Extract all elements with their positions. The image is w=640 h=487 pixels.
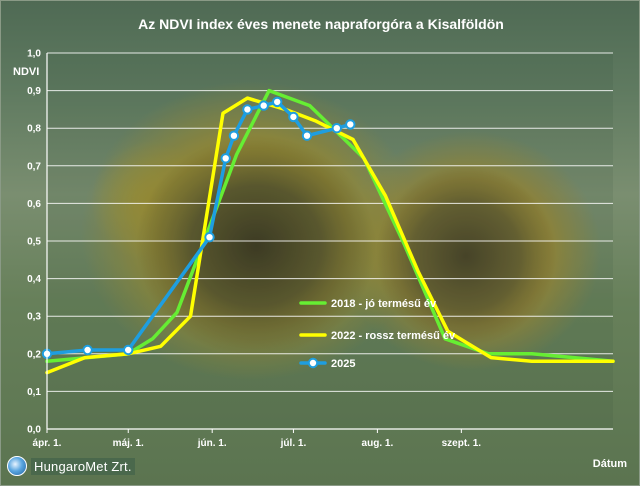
series-marker bbox=[258, 100, 269, 111]
x-tick-label: aug. 1. bbox=[362, 438, 394, 449]
series-marker bbox=[228, 130, 240, 141]
chart-title: Az NDVI index éves menete napraforgóra a… bbox=[138, 16, 504, 32]
y-tick-label: 1,0 bbox=[27, 49, 41, 60]
series-marker bbox=[82, 344, 93, 356]
series-marker bbox=[204, 232, 215, 243]
x-tick-label: jún. 1. bbox=[197, 438, 227, 449]
grid-lines bbox=[47, 52, 613, 392]
y-tick-label: 0,3 bbox=[27, 312, 41, 323]
series-marker bbox=[242, 104, 253, 115]
y-axis-title: NDVI bbox=[13, 66, 39, 78]
legend-label: 2018 - jó termésű év bbox=[331, 298, 437, 310]
series-marker bbox=[288, 111, 299, 123]
x-tick-labels: ápr. 1. máj. 1. jún. 1. júl. 1. aug. 1. szept… bbox=[33, 429, 482, 449]
series-line-2 bbox=[45, 96, 615, 375]
logo-text: HungaroMet Zrt. bbox=[31, 457, 135, 475]
legend-label: 2025 bbox=[331, 358, 355, 370]
series-marker bbox=[220, 153, 231, 164]
y-tick-label: 0,5 bbox=[27, 237, 41, 248]
series-marker bbox=[272, 96, 283, 108]
y-tick-label: 0,0 bbox=[27, 425, 41, 436]
series-marker bbox=[123, 344, 134, 356]
y-tick-label: 0,8 bbox=[27, 124, 41, 135]
y-tick-label: 0,9 bbox=[27, 86, 41, 97]
y-tick-label: 0,7 bbox=[27, 161, 41, 172]
x-tick-label: szept. 1. bbox=[442, 438, 482, 449]
series-marker bbox=[345, 119, 356, 130]
x-tick-label: ápr. 1. bbox=[33, 438, 62, 449]
series-markers bbox=[41, 96, 356, 359]
y-tick-label: 0,4 bbox=[27, 274, 41, 285]
legend: 2018 - jó termésű év 2022 - rossz termésű… bbox=[299, 298, 456, 370]
x-tick-label: máj. 1. bbox=[113, 438, 144, 449]
x-tick-label: júl. 1. bbox=[280, 438, 307, 449]
y-tick-label: 0,6 bbox=[27, 199, 41, 210]
legend-marker bbox=[307, 357, 319, 369]
y-tick-label: 0,2 bbox=[27, 349, 41, 360]
series-marker bbox=[331, 123, 342, 134]
hungaromet-globe-icon bbox=[7, 456, 27, 476]
axes bbox=[46, 53, 613, 430]
x-axis-title: Dátum bbox=[593, 458, 627, 470]
legend-label: 2022 - rossz termésű év bbox=[331, 330, 456, 342]
y-tick-label: 0,1 bbox=[27, 387, 41, 398]
y-tick-labels: 0,0 0,1 0,2 0,3 0,4 0,5 0,6 0,7 0,8 0,9 1,0 bbox=[27, 49, 41, 436]
hungaromet-logo: HungaroMet Zrt. bbox=[7, 455, 135, 477]
series-marker bbox=[301, 130, 313, 141]
